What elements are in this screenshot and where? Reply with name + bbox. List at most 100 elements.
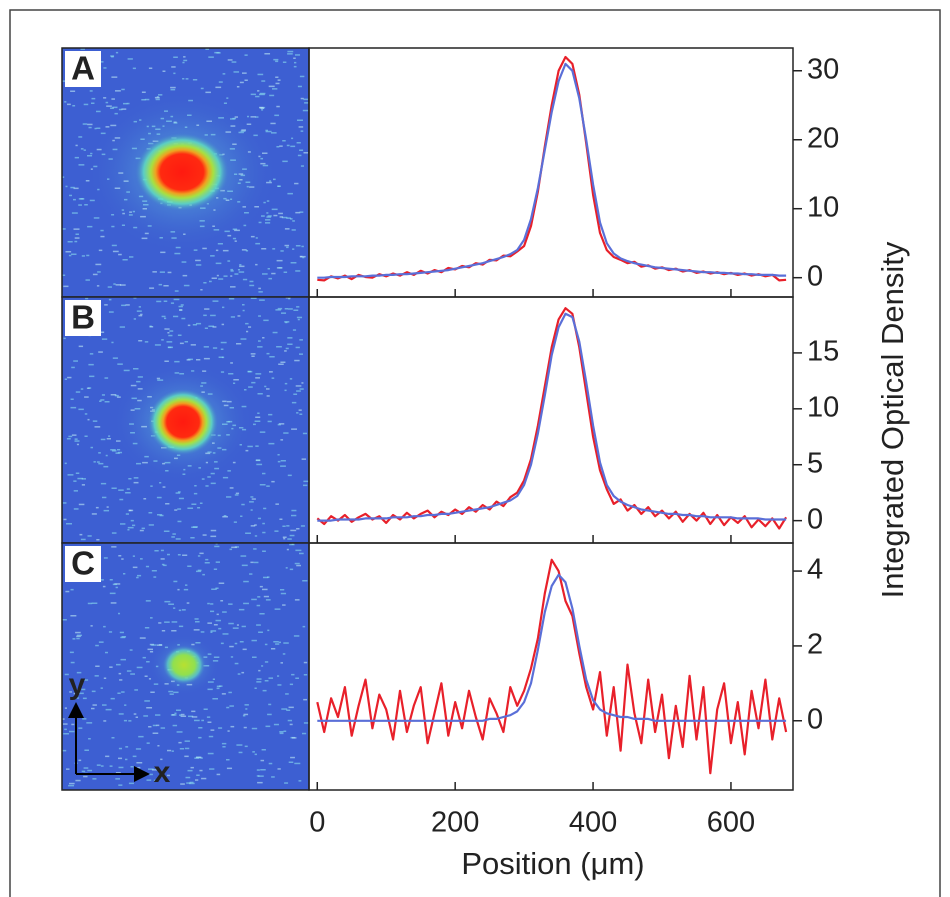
speckle (209, 768, 215, 770)
speckle (98, 351, 103, 353)
speckle (274, 608, 281, 610)
speckle (104, 304, 108, 306)
speckle (108, 435, 111, 437)
speckle (185, 78, 189, 80)
speckle (272, 88, 278, 90)
speckle (161, 315, 166, 318)
speckle (177, 520, 182, 523)
speckle (247, 151, 251, 153)
speckle (185, 584, 188, 586)
speckle (167, 749, 172, 752)
speckle (117, 451, 123, 454)
image-panel (62, 48, 309, 297)
speckle (216, 613, 219, 616)
speckle (67, 376, 72, 379)
speckle (230, 725, 235, 728)
speckle (155, 128, 161, 130)
speckle (84, 413, 88, 415)
speckle (279, 145, 283, 147)
speckle (119, 631, 124, 634)
speckle (144, 98, 150, 101)
speckle (152, 724, 158, 727)
speckle (257, 90, 260, 92)
speckle (296, 306, 300, 308)
speckle (67, 241, 73, 243)
speckle (71, 212, 78, 214)
speckle (286, 548, 289, 551)
speckle (250, 509, 253, 511)
speckle (291, 737, 297, 739)
speckle (291, 401, 297, 404)
speckle (167, 346, 172, 349)
speckle (268, 413, 273, 416)
speckle (242, 278, 248, 281)
speckle (301, 382, 304, 384)
speckle (179, 748, 185, 750)
speckle (131, 147, 137, 150)
speckle (297, 318, 300, 321)
speckle (243, 580, 249, 583)
speckle (284, 389, 287, 392)
speckle (281, 708, 288, 710)
speckle (148, 512, 153, 514)
speckle (128, 782, 135, 785)
speckle (253, 548, 257, 550)
speckle (196, 774, 200, 776)
speckle (70, 406, 77, 409)
speckle (164, 461, 171, 464)
speckle (251, 727, 258, 730)
speckle (164, 683, 169, 685)
speckle (146, 742, 150, 744)
speckle (278, 212, 283, 215)
y-tick-label: 0 (807, 703, 823, 735)
speckle (244, 212, 249, 214)
speckle (133, 120, 137, 123)
speckle (293, 57, 296, 59)
speckle (213, 568, 218, 570)
speckle (199, 225, 205, 228)
speckle (239, 264, 242, 266)
speckle (254, 206, 260, 208)
speckle (291, 509, 297, 512)
speckle (229, 548, 233, 551)
speckle (74, 440, 80, 442)
speckle (143, 204, 149, 206)
speckle (258, 340, 261, 342)
speckle (227, 730, 230, 732)
speckle (146, 661, 150, 663)
speckle (240, 130, 246, 132)
speckle (229, 148, 235, 150)
speckle (231, 61, 237, 63)
speckle (198, 727, 203, 729)
speckle (234, 494, 239, 496)
speckle (136, 762, 143, 764)
speckle (73, 697, 80, 699)
speckle (275, 643, 280, 645)
speckle (202, 247, 207, 250)
speckle (261, 248, 267, 250)
speckle (266, 181, 272, 184)
speckle (260, 769, 266, 771)
speckle (100, 687, 103, 689)
speckle (166, 774, 170, 777)
speckle (232, 143, 237, 145)
speckle (184, 740, 190, 742)
speckle (91, 102, 95, 104)
speckle (91, 513, 97, 515)
speckle (280, 250, 284, 252)
speckle (208, 325, 214, 327)
speckle (237, 269, 241, 271)
speckle (155, 98, 160, 101)
plot-box (308, 542, 794, 791)
speckle (226, 434, 230, 436)
speckle (259, 106, 264, 109)
speckle (116, 396, 121, 398)
speckle (287, 474, 292, 477)
speckle (213, 624, 218, 626)
y-tick-label: 10 (807, 391, 839, 423)
speckle (127, 526, 134, 529)
x-axis-label: Position (μm) (461, 846, 644, 881)
speckle (273, 58, 279, 61)
speckle (64, 728, 67, 731)
speckle (100, 438, 106, 441)
